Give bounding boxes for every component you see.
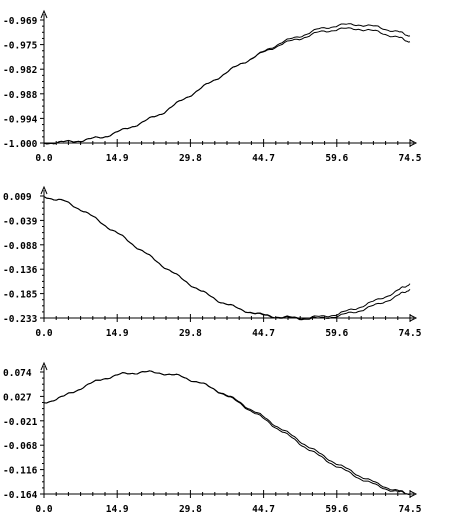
x-tick-label-2-3: 44.7 — [252, 504, 275, 515]
y-tick-label-1-5: 0.009 — [3, 192, 32, 203]
x-axis-arrow-1 — [409, 314, 418, 322]
y-tick-label-1-4: -0.039 — [3, 216, 38, 227]
x-tick-label-0-5: 74.5 — [399, 153, 422, 164]
x-tick-label-0-0: 0.0 — [35, 153, 52, 164]
x-tick-label-2-4: 59.6 — [325, 504, 348, 515]
series-line-1-0 — [43, 196, 411, 320]
x-tick-label-2-1: 14.9 — [106, 504, 129, 515]
y-tick-label-1-2: -0.136 — [3, 265, 38, 276]
y-tick-label-1-3: -0.088 — [3, 241, 38, 252]
y-tick-label-2-0: -0.164 — [3, 490, 38, 501]
y-tick-label-1-0: -0.233 — [3, 314, 38, 325]
y-tick-label-2-1: -0.116 — [3, 466, 38, 477]
x-tick-label-1-4: 59.6 — [325, 328, 348, 339]
x-tick-label-1-0: 0.0 — [35, 328, 52, 339]
series-line-2-0 — [43, 370, 411, 495]
y-tick-label-0-3: -0.982 — [3, 65, 37, 76]
x-tick-label-1-1: 14.9 — [106, 328, 129, 339]
x-tick-label-0-1: 14.9 — [106, 153, 129, 164]
y-tick-label-0-5: -0.969 — [3, 16, 38, 27]
x-tick-label-1-2: 29.8 — [179, 328, 202, 339]
x-tick-label-2-0: 0.0 — [35, 504, 52, 515]
series-line-2-1 — [43, 370, 411, 496]
y-tick-label-1-1: -0.185 — [3, 290, 38, 301]
y-tick-label-0-4: -0.975 — [3, 41, 38, 52]
x-tick-label-0-3: 44.7 — [252, 153, 275, 164]
x-tick-label-2-2: 29.8 — [179, 504, 202, 515]
x-axis-arrow-2 — [409, 490, 418, 498]
y-tick-label-2-2: -0.068 — [3, 441, 38, 452]
series-line-0-1 — [43, 27, 411, 145]
x-tick-label-1-5: 74.5 — [399, 328, 422, 339]
y-tick-label-0-1: -0.994 — [3, 114, 38, 125]
y-tick-label-0-0: -1.000 — [3, 139, 38, 150]
y-tick-label-0-2: -0.988 — [3, 90, 38, 101]
series-line-1-1 — [43, 196, 411, 321]
series-line-0-0 — [43, 23, 411, 145]
x-axis-arrow-0 — [409, 139, 418, 147]
y-tick-label-2-5: 0.074 — [3, 368, 32, 379]
y-axis-arrow-1 — [40, 185, 48, 195]
x-tick-label-0-2: 29.8 — [179, 153, 202, 164]
y-tick-label-2-4: 0.027 — [3, 392, 32, 403]
x-tick-label-1-3: 44.7 — [252, 328, 275, 339]
y-axis-arrow-2 — [40, 361, 48, 371]
y-tick-label-2-3: -0.021 — [3, 417, 38, 428]
x-tick-label-2-5: 74.5 — [399, 504, 422, 515]
x-tick-label-0-4: 59.6 — [325, 153, 348, 164]
y-axis-arrow-0 — [40, 9, 48, 19]
